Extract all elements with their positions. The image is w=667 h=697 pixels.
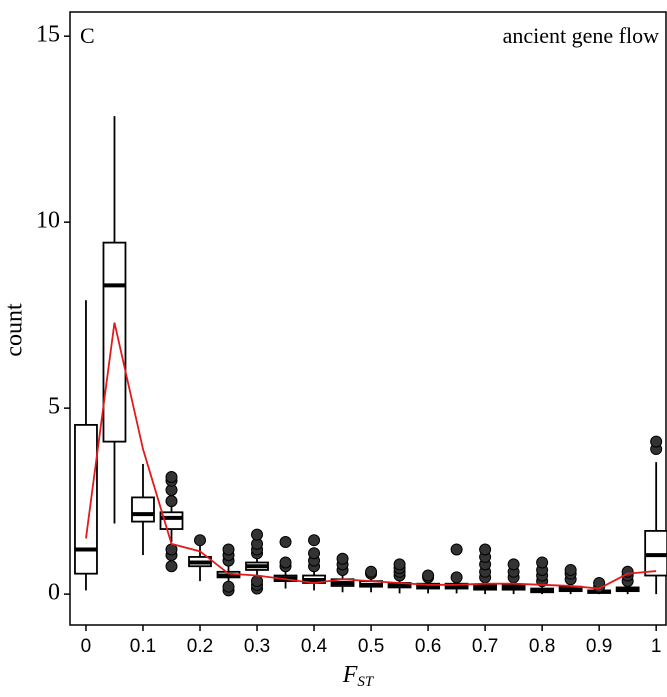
- y-tick-label: 0: [48, 580, 60, 606]
- outlier: [251, 528, 264, 541]
- x-tick-label: 1: [651, 636, 662, 657]
- outlier: [536, 556, 549, 569]
- x-tick-label: 0.3: [244, 636, 270, 657]
- outlier: [279, 536, 292, 549]
- x-tick-label: 0.5: [358, 636, 384, 657]
- box: [131, 496, 155, 523]
- outlier: [279, 556, 292, 569]
- outlier: [165, 560, 178, 573]
- outlier: [194, 534, 207, 547]
- outlier: [308, 534, 321, 547]
- y-tick-label: 15: [36, 22, 60, 48]
- outlier: [507, 558, 520, 571]
- outlier: [165, 495, 178, 508]
- box: [102, 241, 127, 443]
- annotation: ancient gene flow: [503, 23, 659, 48]
- x-axis-label-main: F: [342, 662, 358, 688]
- y-tick-label: 5: [48, 394, 60, 420]
- x-tick-label: 0.8: [529, 636, 555, 657]
- y-tick-label: 10: [36, 208, 60, 234]
- outlier: [422, 569, 435, 582]
- x-tick-label: 0.7: [472, 636, 498, 657]
- outlier: [336, 552, 349, 565]
- outlier: [650, 435, 663, 448]
- outlier: [308, 547, 321, 560]
- outlier: [165, 470, 178, 483]
- outlier: [222, 580, 235, 593]
- y-axis-label: count: [2, 303, 28, 357]
- outlier: [450, 571, 463, 584]
- x-tick-label: 0: [81, 636, 92, 657]
- x-axis-label: FST: [342, 662, 375, 691]
- x-tick-label: 0.4: [301, 636, 328, 657]
- box: [74, 423, 98, 575]
- outlier: [365, 565, 378, 578]
- x-tick-label: 0.9: [586, 636, 612, 657]
- outlier: [479, 543, 492, 556]
- x-tick-label: 0.1: [130, 636, 156, 657]
- outlier: [450, 543, 463, 556]
- outlier: [222, 543, 235, 556]
- x-axis-label-subscript: ST: [357, 674, 375, 690]
- x-tick-label: 0.2: [187, 636, 213, 657]
- outlier: [393, 558, 406, 571]
- mean-line: [85, 322, 657, 590]
- x-tick-label: 0.6: [415, 636, 441, 657]
- chart-title: C: [80, 23, 95, 48]
- outlier: [564, 563, 577, 576]
- outlier: [251, 575, 264, 588]
- plot-frame: [69, 11, 667, 626]
